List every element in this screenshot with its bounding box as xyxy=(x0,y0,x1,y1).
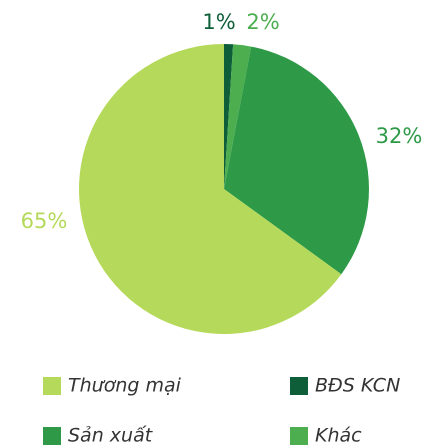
pie-slice xyxy=(224,44,252,189)
legend-label: BĐS KCN xyxy=(315,375,400,397)
legend-swatch xyxy=(43,427,61,445)
legend-label: Khác xyxy=(315,425,362,446)
legend-swatch xyxy=(290,377,308,395)
pie-slice xyxy=(224,44,234,189)
slice-label: 2% xyxy=(246,10,279,34)
legend-swatch xyxy=(290,427,308,445)
pie-slice xyxy=(224,46,369,275)
legend-label: Sản xuất xyxy=(68,425,154,446)
pie-slice xyxy=(78,44,342,334)
slice-label: 32% xyxy=(376,124,423,148)
slice-label: 65% xyxy=(21,209,68,233)
legend-label: Thương mại xyxy=(68,375,182,397)
legend-swatch xyxy=(43,377,61,395)
slice-label: 1% xyxy=(202,10,235,34)
